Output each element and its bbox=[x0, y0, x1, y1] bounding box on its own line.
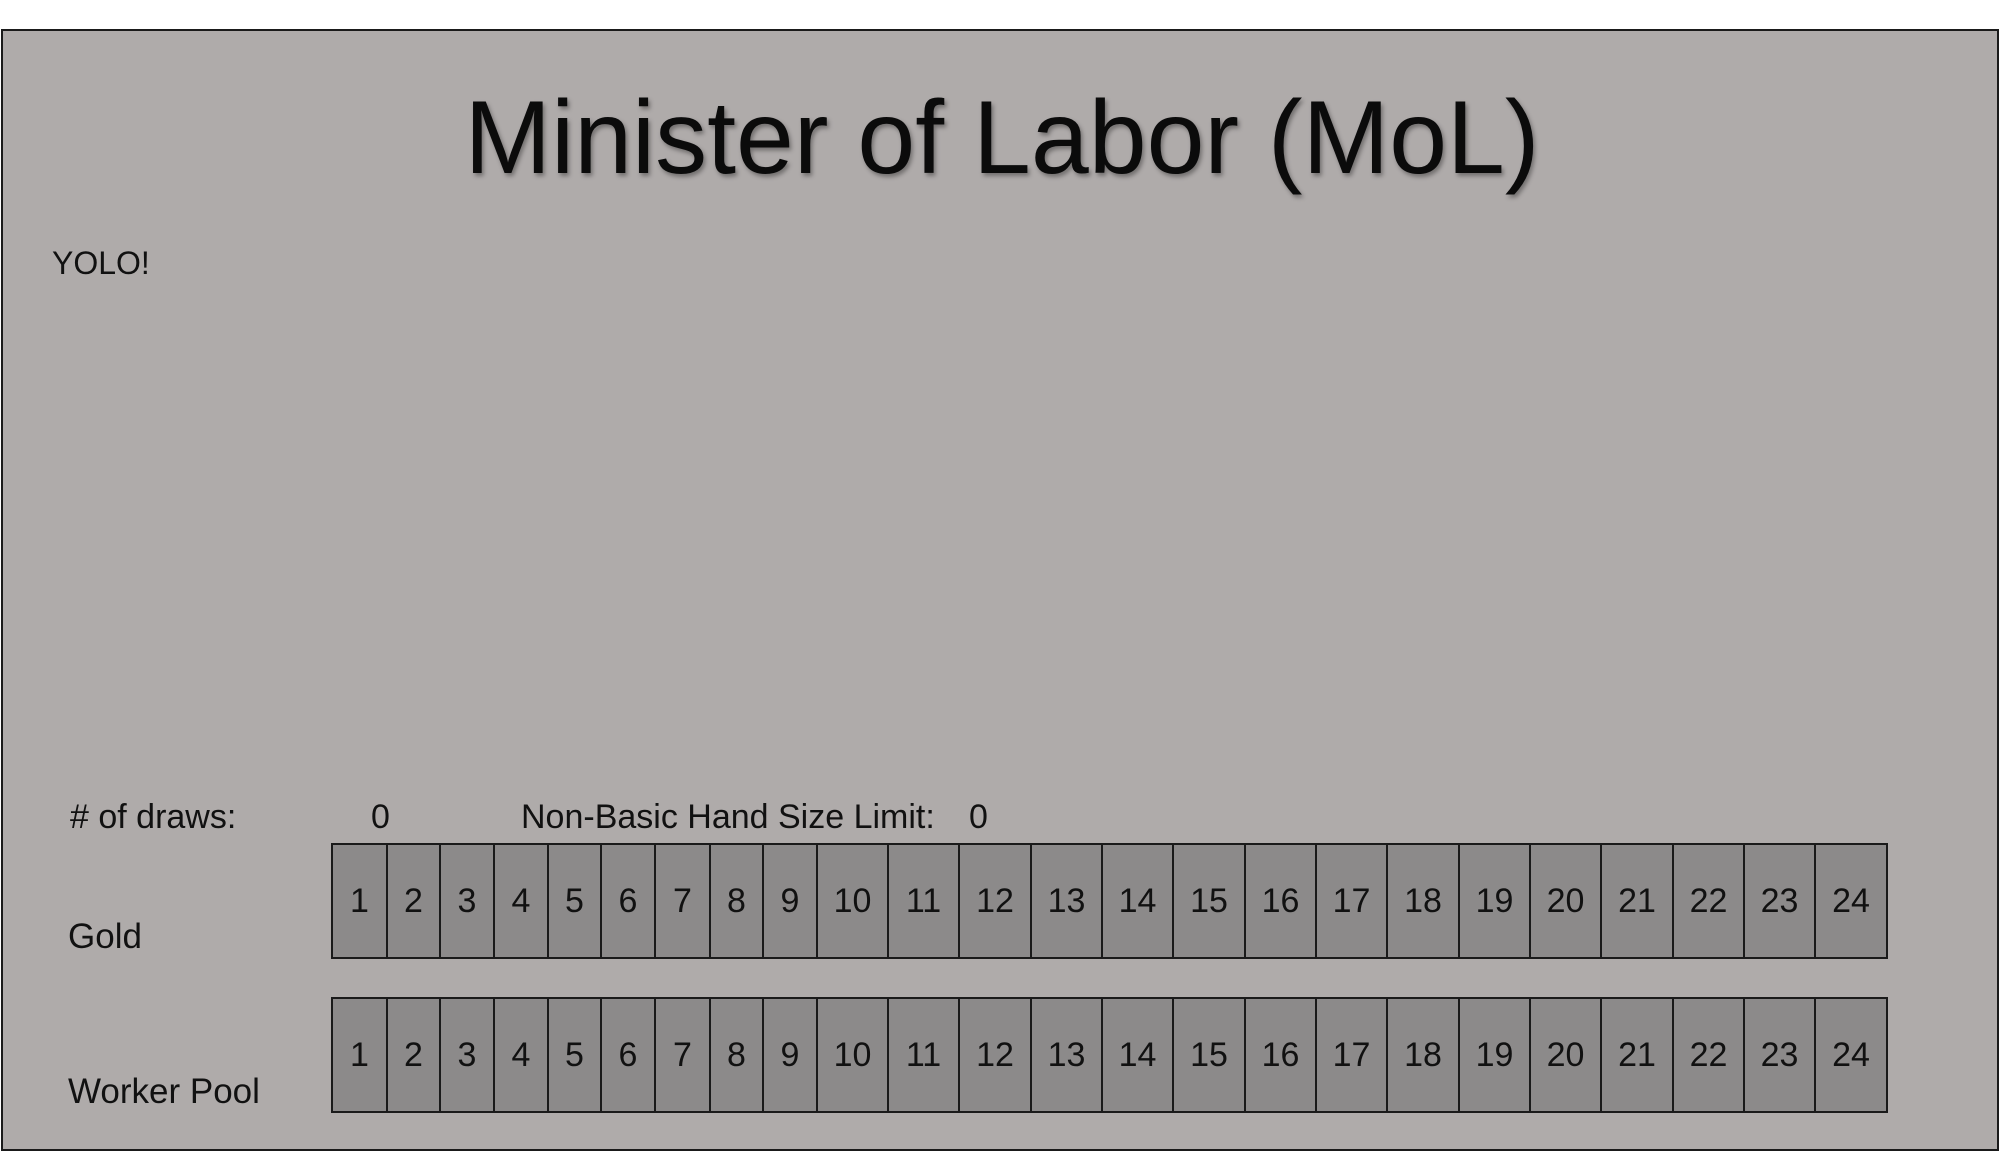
hand-limit-label: Non-Basic Hand Size Limit: bbox=[521, 798, 935, 836]
gold-track-cell[interactable]: 7 bbox=[654, 843, 711, 959]
worker-pool-track-cell[interactable]: 23 bbox=[1743, 997, 1816, 1113]
gold-track-cell[interactable]: 19 bbox=[1458, 843, 1531, 959]
gold-track-cell[interactable]: 24 bbox=[1814, 843, 1888, 959]
draws-value: 0 bbox=[371, 798, 390, 836]
gold-track-cell[interactable]: 14 bbox=[1101, 843, 1174, 959]
worker-pool-track-cell[interactable]: 4 bbox=[493, 997, 549, 1113]
worker-pool-track-cell[interactable]: 10 bbox=[816, 997, 889, 1113]
worker-pool-track-cell[interactable]: 17 bbox=[1315, 997, 1388, 1113]
worker-pool-track-cell[interactable]: 14 bbox=[1101, 997, 1174, 1113]
worker-pool-track-cell[interactable]: 1 bbox=[331, 997, 388, 1113]
worker-pool-track-cell[interactable]: 22 bbox=[1672, 997, 1745, 1113]
worker-pool-track-cell[interactable]: 15 bbox=[1172, 997, 1246, 1113]
gold-track-cell[interactable]: 4 bbox=[493, 843, 549, 959]
gold-track-cell[interactable]: 12 bbox=[958, 843, 1032, 959]
gold-track-cell[interactable]: 15 bbox=[1172, 843, 1246, 959]
worker-pool-track-cell[interactable]: 5 bbox=[547, 997, 602, 1113]
gold-track-label: Gold bbox=[68, 917, 142, 956]
worker-pool-track-cell[interactable]: 18 bbox=[1386, 997, 1460, 1113]
game-board: Minister of Labor (MoL) YOLO! # of draws… bbox=[1, 29, 1999, 1151]
gold-track-cell[interactable]: 18 bbox=[1386, 843, 1460, 959]
worker-pool-track-cell[interactable]: 8 bbox=[709, 997, 764, 1113]
gold-track-cell[interactable]: 22 bbox=[1672, 843, 1745, 959]
worker-pool-track-cell[interactable]: 11 bbox=[887, 997, 960, 1113]
worker-pool-track-cell[interactable]: 24 bbox=[1814, 997, 1888, 1113]
worker-pool-track-cell[interactable]: 12 bbox=[958, 997, 1032, 1113]
worker-pool-track-cell[interactable]: 3 bbox=[439, 997, 495, 1113]
gold-track-cell[interactable]: 16 bbox=[1244, 843, 1317, 959]
gold-track: 1 2 3 4 5 6 7 8 9 10 11 12 13 14 15 16 17 18 19 20 21 22 23 24 bbox=[331, 843, 1888, 959]
gold-track-cell[interactable]: 10 bbox=[816, 843, 889, 959]
gold-track-cell[interactable]: 11 bbox=[887, 843, 960, 959]
draws-label: # of draws: bbox=[70, 798, 237, 836]
gold-track-cell[interactable]: 1 bbox=[331, 843, 388, 959]
gold-track-cell[interactable]: 8 bbox=[709, 843, 764, 959]
worker-pool-track-cell[interactable]: 13 bbox=[1030, 997, 1103, 1113]
gold-track-cell[interactable]: 21 bbox=[1600, 843, 1674, 959]
board-title: Minister of Labor (MoL) bbox=[464, 80, 1540, 196]
worker-pool-track-cell[interactable]: 16 bbox=[1244, 997, 1317, 1113]
gold-track-cell[interactable]: 3 bbox=[439, 843, 495, 959]
gold-track-cell[interactable]: 20 bbox=[1529, 843, 1602, 959]
gold-track-cell[interactable]: 2 bbox=[386, 843, 441, 959]
hand-limit-value: 0 bbox=[969, 798, 988, 836]
gold-track-cell[interactable]: 23 bbox=[1743, 843, 1816, 959]
worker-pool-track-cell[interactable]: 9 bbox=[762, 997, 818, 1113]
worker-pool-track-cell[interactable]: 6 bbox=[600, 997, 656, 1113]
gold-track-cell[interactable]: 6 bbox=[600, 843, 656, 959]
gold-track-cell[interactable]: 5 bbox=[547, 843, 602, 959]
gold-track-cell[interactable]: 13 bbox=[1030, 843, 1103, 959]
worker-pool-track-cell[interactable]: 20 bbox=[1529, 997, 1602, 1113]
worker-pool-track-cell[interactable]: 19 bbox=[1458, 997, 1531, 1113]
gold-track-cell[interactable]: 17 bbox=[1315, 843, 1388, 959]
gold-track-cell[interactable]: 9 bbox=[762, 843, 818, 959]
worker-pool-track-cell[interactable]: 7 bbox=[654, 997, 711, 1113]
worker-pool-track-label: Worker Pool bbox=[68, 1072, 260, 1111]
worker-pool-track-cell[interactable]: 21 bbox=[1600, 997, 1674, 1113]
worker-pool-track: 1 2 3 4 5 6 7 8 9 10 11 12 13 14 15 16 17 18 19 20 21 22 23 24 bbox=[331, 997, 1888, 1113]
worker-pool-track-cell[interactable]: 2 bbox=[386, 997, 441, 1113]
note-text: YOLO! bbox=[52, 245, 150, 281]
